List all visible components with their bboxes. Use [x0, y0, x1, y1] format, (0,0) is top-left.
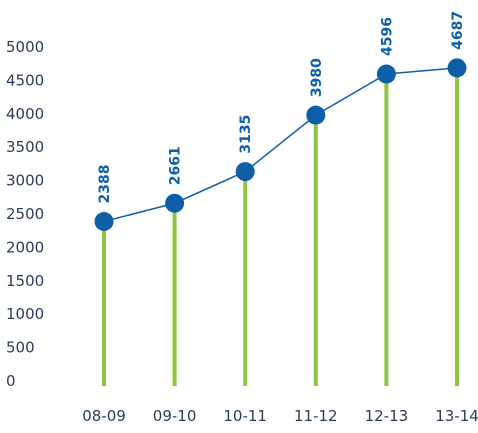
data-point: [306, 105, 326, 125]
x-tick-label: 10-11: [223, 407, 267, 425]
x-tick-label: 13-14: [435, 407, 478, 425]
x-tick-label: 12-13: [365, 407, 409, 425]
y-tick-label: 4500: [6, 71, 44, 89]
y-tick-label: 4000: [6, 105, 44, 123]
y-tick-label: 5000: [6, 38, 44, 56]
y-axis: 0 500 1000 1500 2000 2500 3000 3500 4000 4500 5000: [6, 38, 44, 390]
y-tick-label: 3500: [6, 138, 44, 156]
y-tick-label: 2000: [6, 238, 44, 256]
stems: [102, 67, 459, 386]
data-label: 3135: [238, 115, 254, 154]
y-tick-label: 0: [6, 372, 16, 390]
series-line: [103, 67, 458, 223]
series-polyline: [103, 67, 458, 223]
data-label: 4687: [450, 11, 466, 50]
y-tick-label: 2500: [6, 205, 44, 223]
x-tick-label: 09-10: [153, 407, 197, 425]
y-tick-label: 1500: [6, 272, 44, 290]
data-point: [165, 193, 185, 213]
data-label: 2388: [97, 165, 113, 204]
x-tick-label: 11-12: [294, 407, 338, 425]
data-label: 3980: [309, 58, 325, 97]
data-point: [94, 211, 114, 231]
y-tick-label: 1000: [6, 305, 44, 323]
x-axis: 08-09 09-10 10-11 11-12 12-13 13-14: [82, 407, 478, 425]
data-label: 2661: [168, 146, 184, 185]
markers: [94, 58, 467, 231]
data-point: [235, 162, 255, 182]
data-label: 4596: [379, 17, 395, 56]
data-point: [447, 58, 467, 78]
data-point: [376, 64, 396, 84]
y-tick-label: 500: [6, 339, 35, 357]
y-tick-label: 3000: [6, 172, 44, 190]
data-labels: 2388 2661 3135 3980 4596 4687: [97, 11, 466, 204]
x-tick-label: 08-09: [82, 407, 126, 425]
